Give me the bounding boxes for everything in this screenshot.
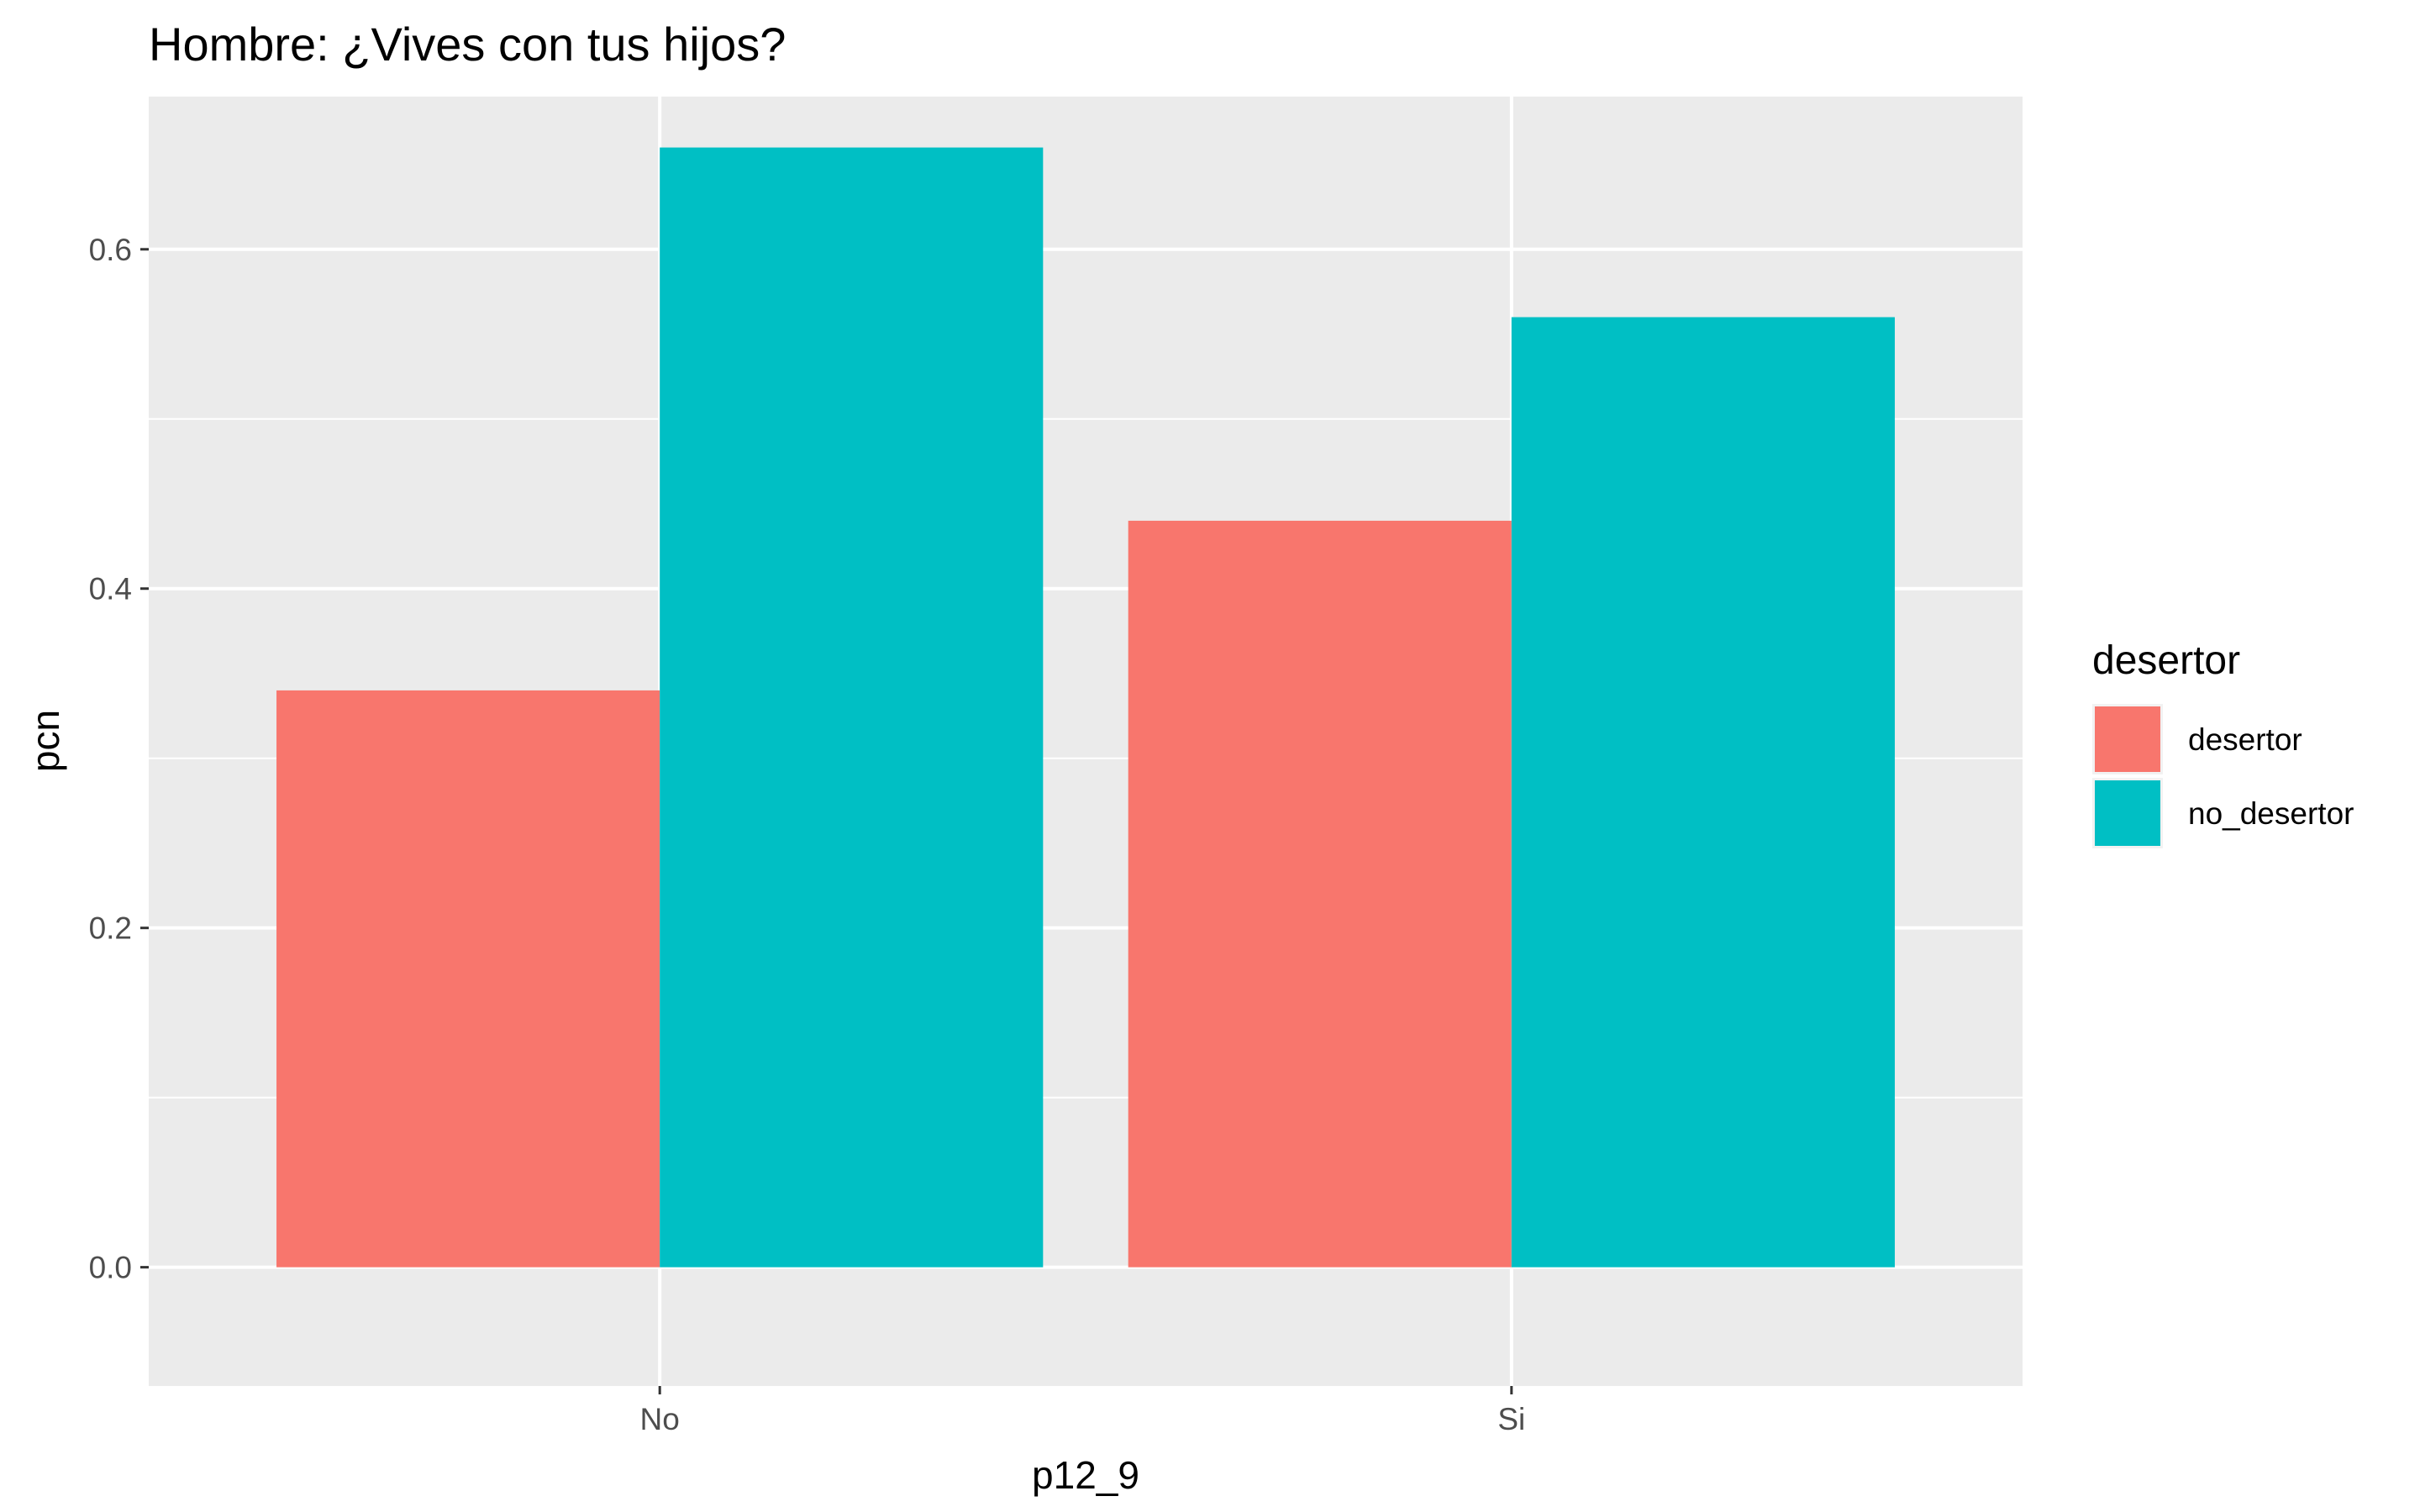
chart-title: Hombre: ¿Vives con tus hijos? xyxy=(149,18,786,71)
x-tick-label: Si xyxy=(1497,1402,1525,1436)
bars-group xyxy=(276,147,1895,1268)
legend-label-desertor: desertor xyxy=(2188,722,2302,757)
y-axis: 0.0 0.2 0.4 0.6 xyxy=(89,233,149,1285)
bar-desertor-si xyxy=(1128,520,1512,1268)
legend-title: desertor xyxy=(2092,638,2240,683)
legend-items: desertor no_desertor xyxy=(2092,704,2354,848)
y-tick-label: 0.2 xyxy=(89,911,132,946)
bar-no_desertor-si xyxy=(1511,317,1895,1268)
legend-label-no_desertor: no_desertor xyxy=(2188,796,2354,831)
legend: desertor desertor no_desertor xyxy=(2092,638,2354,848)
x-axis-title: p12_9 xyxy=(1032,1453,1139,1497)
y-axis-title: pcn xyxy=(24,710,67,772)
bar-desertor-no xyxy=(276,690,660,1268)
y-tick-label: 0.0 xyxy=(89,1251,132,1285)
x-axis: No Si xyxy=(640,1386,1525,1436)
bar-no_desertor-no xyxy=(660,147,1044,1268)
legend-swatch-no_desertor xyxy=(2095,780,2160,846)
x-tick-label: No xyxy=(640,1402,680,1436)
legend-swatch-desertor xyxy=(2095,706,2160,772)
y-tick-label: 0.6 xyxy=(89,233,132,267)
y-tick-label: 0.4 xyxy=(89,572,132,606)
